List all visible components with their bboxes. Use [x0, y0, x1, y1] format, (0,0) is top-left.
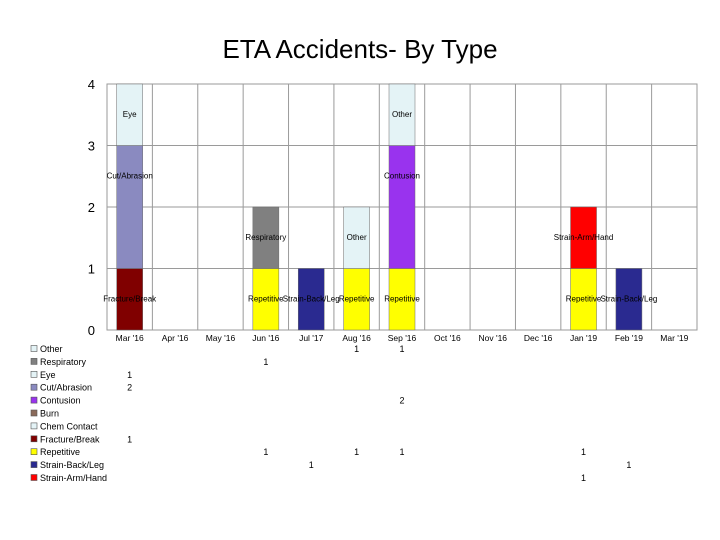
bar-annotation: Strain-Back/Leg — [600, 295, 657, 304]
legend-swatch-eye — [30, 370, 38, 378]
bar-segment-contusion — [388, 145, 416, 269]
legend-swatch-repetitive — [30, 448, 38, 456]
bar-annotation: Contusion — [384, 172, 420, 181]
bar-annotation: Fracture/Break — [103, 295, 157, 304]
table-value: 1 — [581, 447, 586, 457]
y-tick-label: 3 — [88, 139, 95, 154]
bar-annotation: Repetitive — [566, 295, 602, 304]
x-tick-label: Dec '16 — [524, 333, 553, 343]
bar-segment-eye — [116, 83, 143, 146]
legend-swatch-chem-contact — [30, 422, 38, 430]
table-value: 2 — [399, 396, 404, 406]
bar-annotation: Respiratory — [245, 233, 286, 242]
legend-swatch-other — [30, 345, 38, 352]
x-tick-label: Aug '16 — [342, 333, 371, 343]
bar-annotation: Eye — [123, 110, 137, 119]
x-tick-label: Oct '16 — [434, 333, 461, 343]
y-tick-label: 1 — [88, 262, 95, 277]
x-tick-label: Mar '19 — [660, 333, 688, 343]
legend-entry-fracture-break: Fracture/Break — [40, 434, 100, 444]
table-value: 1 — [354, 344, 359, 354]
table-value: 1 — [127, 434, 132, 444]
table-value: 1 — [127, 370, 132, 380]
legend-entry-cut-abrasion: Cut/Abrasion — [40, 383, 92, 393]
table-value: 1 — [626, 460, 631, 470]
y-tick-label: 2 — [88, 200, 95, 215]
chart-title: ETA Accidents- By Type — [222, 34, 498, 64]
legend-swatch-fracture-break — [30, 435, 38, 443]
bar-annotation: Repetitive — [339, 295, 375, 304]
bar-segment-strain-back-leg — [615, 268, 643, 331]
bar-segment-respiratory — [252, 206, 280, 269]
x-tick-label: Apr '16 — [162, 333, 189, 343]
bar-annotation: Cut/Abrasion — [107, 172, 153, 181]
table-value: 1 — [399, 344, 404, 354]
legend-swatch-cut-abrasion — [30, 383, 38, 391]
table-value: 1 — [581, 473, 586, 483]
x-tick-label: Feb '19 — [615, 333, 643, 343]
bar-segment-other — [343, 206, 370, 269]
x-tick-label: Jul '17 — [299, 333, 324, 343]
bar-segment-repetitive — [388, 268, 416, 331]
legend-swatch-contusion — [30, 396, 38, 404]
legend-entry-chem-contact: Chem Contact — [40, 421, 98, 431]
x-tick-label: Mar '16 — [116, 333, 144, 343]
bar-annotation: Other — [392, 110, 412, 119]
x-tick-label: Nov '16 — [478, 333, 507, 343]
x-tick-label: May '16 — [206, 333, 236, 343]
bar-annotation: Repetitive — [248, 295, 284, 304]
bar-segment-repetitive — [570, 268, 597, 331]
bar-segment-repetitive — [343, 268, 370, 331]
table-value: 1 — [263, 357, 268, 367]
table-value: 1 — [399, 447, 404, 457]
legend-entry-other: Other — [40, 344, 63, 354]
bar-segment-strain-back-leg — [297, 268, 325, 331]
table-value: 1 — [354, 447, 359, 457]
bar-annotation: Repetitive — [384, 295, 420, 304]
legend-entry-strain-arm-hand: Strain-Arm/Hand — [40, 473, 107, 483]
legend-swatch-burn — [30, 409, 38, 417]
x-tick-label: Sep '16 — [388, 333, 417, 343]
bar-annotation: Other — [347, 233, 367, 242]
bar-annotation: Strain-Arm/Hand — [554, 233, 614, 242]
legend-swatch-strain-arm-hand — [30, 474, 38, 481]
table-value: 1 — [309, 460, 314, 470]
bar-segment-cut-abrasion — [116, 145, 143, 269]
legend-entry-contusion: Contusion — [40, 396, 81, 406]
table-value: 2 — [127, 383, 132, 393]
legend-entry-burn: Burn — [40, 409, 59, 419]
legend-entry-repetitive: Repetitive — [40, 447, 80, 457]
x-tick-label: Jan '19 — [570, 333, 597, 343]
legend-entry-strain-back-leg: Strain-Back/Leg — [40, 460, 104, 470]
legend-swatch-strain-back-leg — [30, 461, 38, 468]
legend-entry-eye: Eye — [40, 370, 56, 380]
bar-segment-repetitive — [252, 268, 280, 331]
y-tick-label: 0 — [88, 323, 95, 338]
x-tick-label: Jun '16 — [252, 333, 279, 343]
bar-segment-other — [388, 83, 416, 146]
legend-swatch-respiratory — [30, 358, 38, 365]
bar-segment-fracture-break — [116, 268, 143, 331]
table-value: 1 — [263, 447, 268, 457]
y-tick-label: 4 — [88, 77, 95, 92]
bar-annotation: Strain-Back/Leg — [283, 295, 340, 304]
bar-segment-strain-arm-hand — [570, 206, 597, 269]
legend-entry-respiratory: Respiratory — [40, 357, 87, 367]
